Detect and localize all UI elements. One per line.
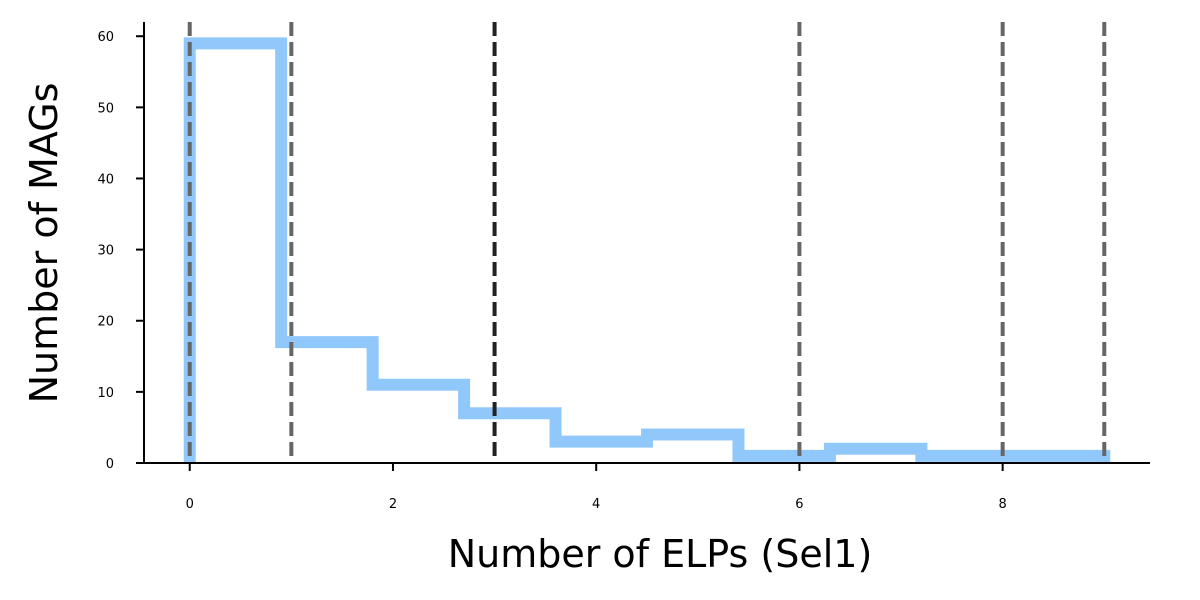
x-axis-title: Number of ELPs (Sel1)	[448, 532, 873, 576]
y-tick-label: 60	[97, 30, 114, 45]
histogram-bin	[281, 342, 372, 463]
histogram-bin	[738, 456, 829, 463]
x-tick-label: 2	[389, 497, 397, 512]
histogram-bin	[921, 456, 1012, 463]
x-tick-label: 6	[795, 497, 803, 512]
y-tick-label: 20	[97, 315, 114, 330]
y-tick-label: 40	[97, 172, 114, 187]
histogram-bin	[647, 435, 738, 463]
histogram-bin	[556, 442, 647, 463]
y-tick-label: 0	[106, 457, 114, 472]
histogram-bin	[464, 413, 555, 463]
x-tick-label: 4	[592, 497, 600, 512]
y-tick-label: 30	[97, 244, 114, 259]
y-tick-label: 10	[97, 386, 114, 401]
x-axis: 0 2 4 6 8	[144, 462, 1150, 512]
y-tick-label: 50	[97, 101, 114, 116]
histogram-bin	[373, 385, 464, 463]
plot-area	[183, 22, 1111, 463]
histogram-bin	[830, 449, 921, 463]
x-tick-label: 8	[999, 497, 1007, 512]
histogram-bin	[190, 43, 281, 463]
histogram-step	[183, 37, 1111, 463]
y-axis: 0 10 20 30 40 50 60	[97, 22, 145, 472]
x-tick-label: 0	[186, 497, 194, 512]
histogram-bin	[1013, 456, 1104, 463]
y-axis-title: Number of MAGs	[22, 83, 66, 404]
